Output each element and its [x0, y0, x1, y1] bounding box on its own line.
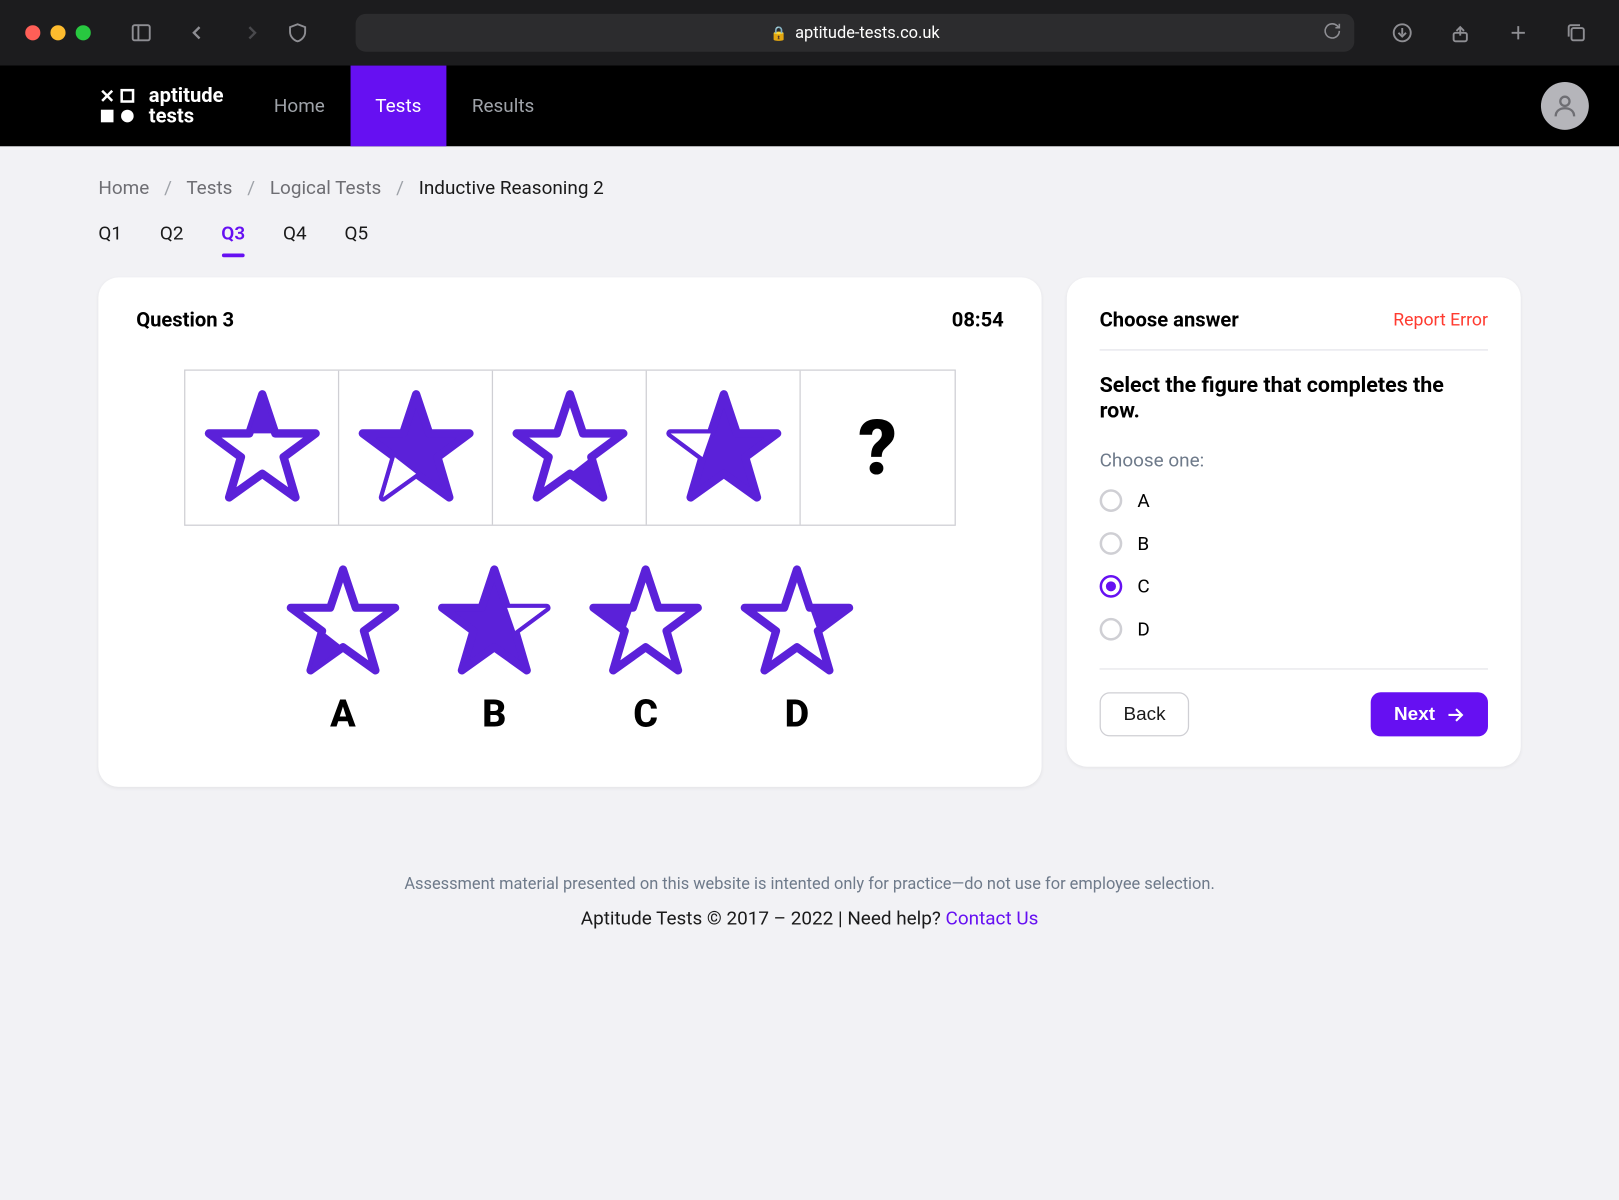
- radio-option-c[interactable]: C: [1100, 575, 1488, 598]
- privacy-shield-icon[interactable]: [280, 15, 315, 50]
- star-icon: [436, 564, 552, 680]
- browser-titlebar: 🔒 aptitude-tests.co.uk: [0, 0, 1619, 66]
- back-button[interactable]: Back: [1100, 692, 1190, 736]
- reload-icon[interactable]: [1323, 21, 1342, 45]
- forward-icon[interactable]: [235, 15, 270, 50]
- figure-option-a: A: [285, 564, 401, 737]
- site-header: aptitude tests Home Tests Results: [0, 66, 1619, 147]
- question-card: Question 3 08:54: [98, 277, 1041, 786]
- report-error-link[interactable]: Report Error: [1393, 310, 1488, 330]
- radio-label: D: [1137, 618, 1149, 641]
- radio-option-a[interactable]: A: [1100, 489, 1488, 512]
- breadcrumb-logical-tests[interactable]: Logical Tests: [270, 177, 381, 200]
- question-prompt: Select the figure that completes the row…: [1100, 373, 1488, 423]
- radio-option-d[interactable]: D: [1100, 618, 1488, 641]
- radio-group: A B C D: [1100, 489, 1488, 640]
- lock-icon: 🔒: [770, 25, 787, 41]
- choose-one-label: Choose one:: [1100, 449, 1488, 472]
- breadcrumb-tests[interactable]: Tests: [186, 177, 232, 200]
- tab-q2[interactable]: Q2: [160, 212, 184, 255]
- tab-q1[interactable]: Q1: [98, 212, 122, 255]
- nav-tests[interactable]: Tests: [350, 66, 447, 147]
- main-nav: Home Tests Results: [249, 66, 560, 147]
- tab-q4[interactable]: Q4: [283, 212, 307, 255]
- radio-label: C: [1137, 575, 1149, 598]
- breadcrumb-home[interactable]: Home: [98, 177, 149, 200]
- figure-option-label: C: [633, 692, 658, 736]
- radio-icon: [1100, 618, 1123, 641]
- next-button-label: Next: [1394, 704, 1435, 725]
- radio-label: B: [1137, 532, 1149, 555]
- figure-option-c: C: [588, 564, 704, 737]
- answer-panel: Choose answer Report Error Select the fi…: [1067, 277, 1521, 766]
- radio-icon: [1100, 489, 1123, 512]
- nav-results[interactable]: Results: [447, 66, 560, 147]
- breadcrumb-current: Inductive Reasoning 2: [419, 177, 604, 200]
- sequence-row: ?: [184, 369, 956, 525]
- back-icon[interactable]: [179, 15, 214, 50]
- footer-copyright: Aptitude Tests © 2017 – 2022 | Need help…: [581, 907, 946, 930]
- figure-option-label: B: [482, 692, 506, 736]
- logo-text: aptitude tests: [149, 86, 224, 126]
- breadcrumb-separator: /: [164, 177, 172, 200]
- answer-options-figures: A B C: [136, 564, 1004, 737]
- avatar[interactable]: [1541, 82, 1589, 130]
- page-footer: Assessment material presented on this we…: [98, 875, 1520, 929]
- logo[interactable]: aptitude tests: [98, 86, 223, 126]
- figure-option-label: D: [785, 692, 810, 736]
- sequence-cell-2: [339, 371, 493, 525]
- sequence-cell-3: [493, 371, 647, 525]
- sequence-cell-unknown: ?: [801, 371, 955, 525]
- radio-label: A: [1137, 489, 1149, 512]
- breadcrumb-separator: /: [396, 177, 404, 200]
- page-body: Home / Tests / Logical Tests / Inductive…: [0, 146, 1619, 1200]
- breadcrumb: Home / Tests / Logical Tests / Inductive…: [98, 146, 1520, 212]
- url-text: aptitude-tests.co.uk: [795, 23, 940, 42]
- figure-option-d: D: [739, 564, 855, 737]
- question-label: Question 3: [136, 308, 234, 332]
- radio-icon: [1100, 532, 1123, 555]
- breadcrumb-separator: /: [247, 177, 255, 200]
- share-icon[interactable]: [1443, 15, 1478, 50]
- next-button[interactable]: Next: [1371, 692, 1488, 736]
- radio-icon: [1100, 575, 1123, 598]
- star-icon: [588, 564, 704, 680]
- maximize-window-button[interactable]: [76, 25, 91, 40]
- divider: [1100, 349, 1488, 350]
- logo-mark-icon: [98, 87, 136, 125]
- url-bar[interactable]: 🔒 aptitude-tests.co.uk: [356, 14, 1355, 52]
- tab-q3[interactable]: Q3: [221, 212, 245, 255]
- footer-disclaimer: Assessment material presented on this we…: [98, 875, 1520, 894]
- answer-panel-title: Choose answer: [1100, 308, 1239, 332]
- new-tab-icon[interactable]: [1501, 15, 1536, 50]
- star-icon: [664, 388, 783, 507]
- tab-q5[interactable]: Q5: [344, 212, 368, 255]
- sequence-cell-4: [647, 371, 801, 525]
- sequence-cell-1: [185, 371, 339, 525]
- minimize-window-button[interactable]: [50, 25, 65, 40]
- star-icon: [739, 564, 855, 680]
- tabs-overview-icon[interactable]: [1559, 15, 1594, 50]
- close-window-button[interactable]: [25, 25, 40, 40]
- contact-us-link[interactable]: Contact Us: [946, 907, 1039, 930]
- figure-option-label: A: [330, 692, 356, 736]
- star-icon: [356, 388, 475, 507]
- star-icon: [285, 564, 401, 680]
- radio-option-b[interactable]: B: [1100, 532, 1488, 555]
- figure-option-b: B: [436, 564, 552, 737]
- nav-home[interactable]: Home: [249, 66, 350, 147]
- question-tabs: Q1 Q2 Q3 Q4 Q5: [98, 212, 1520, 278]
- downloads-icon[interactable]: [1385, 15, 1420, 50]
- window-controls: [25, 25, 91, 40]
- star-icon: [202, 388, 321, 507]
- arrow-right-icon: [1445, 704, 1465, 724]
- sidebar-toggle-icon[interactable]: [124, 15, 159, 50]
- timer: 08:54: [952, 308, 1004, 332]
- question-mark-icon: ?: [858, 403, 897, 493]
- star-icon: [510, 388, 629, 507]
